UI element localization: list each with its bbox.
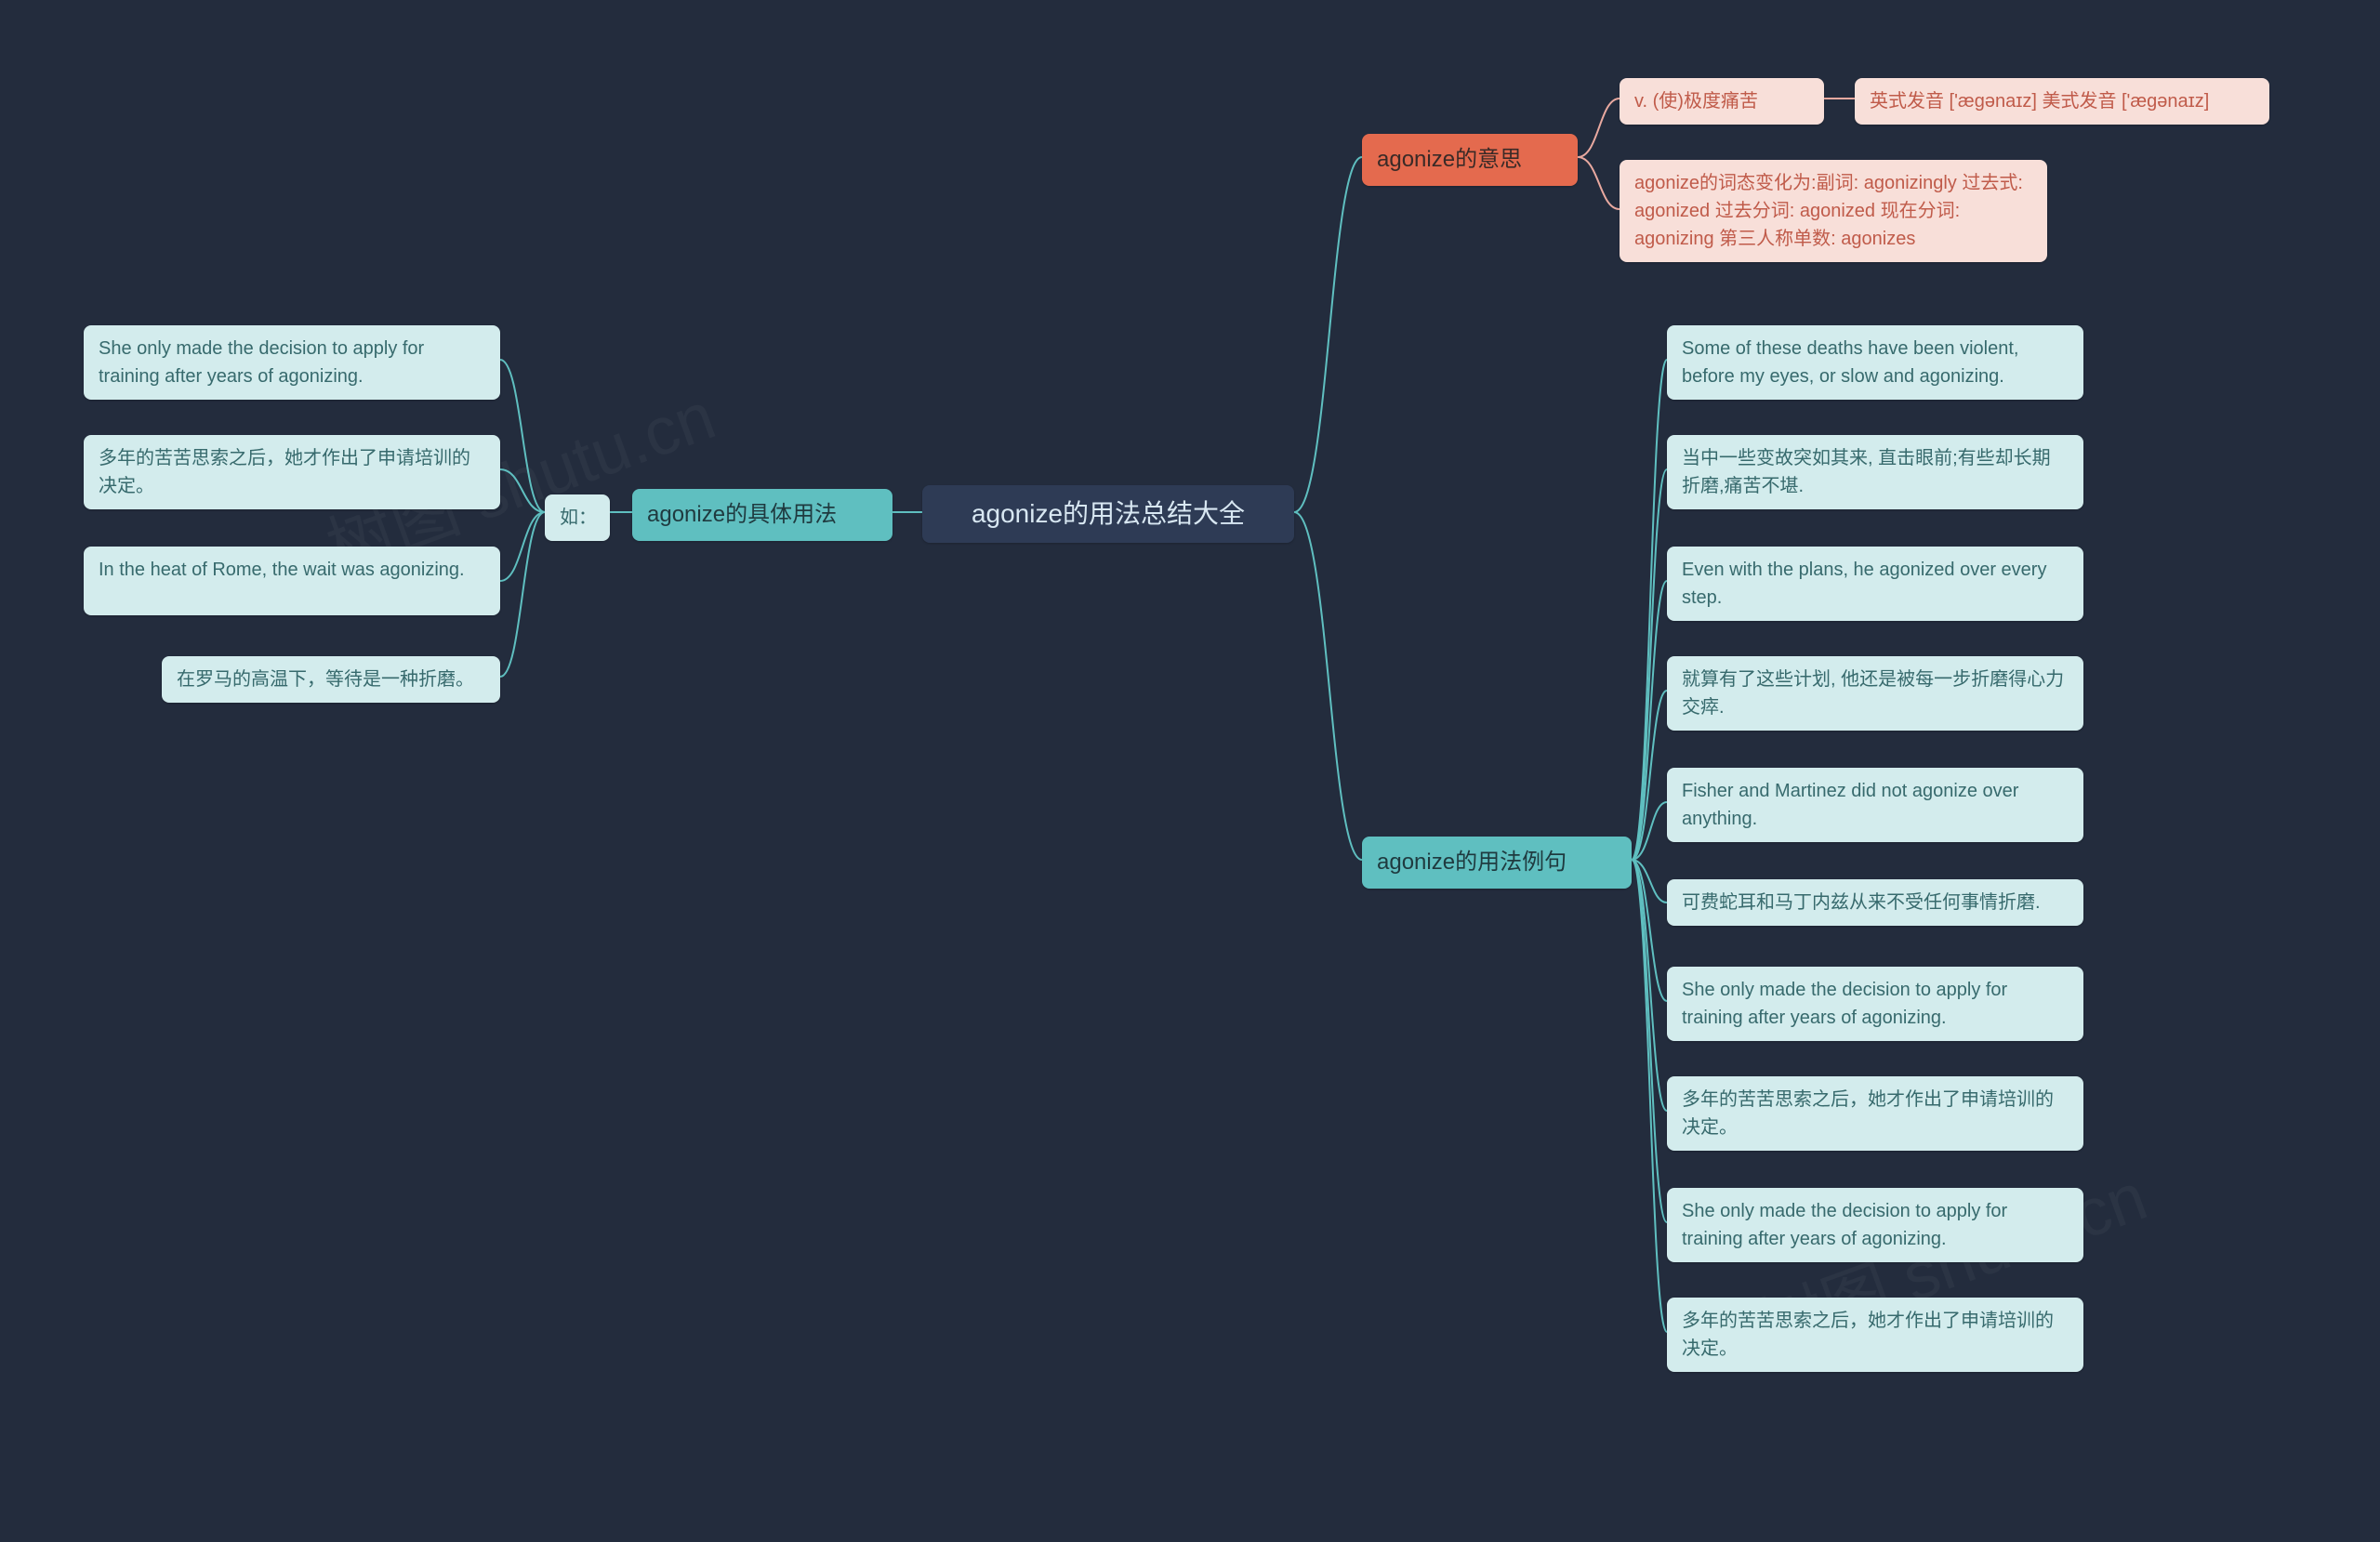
branch-usage[interactable]: agonize的具体用法: [632, 489, 892, 541]
usage-item-node[interactable]: She only made the decision to apply for …: [84, 325, 500, 400]
example-node[interactable]: 多年的苦苦思索之后，她才作出了申请培训的决定。: [1667, 1298, 2083, 1372]
branch-examples[interactable]: agonize的用法例句: [1362, 837, 1632, 889]
example-node[interactable]: Fisher and Martinez did not agonize over…: [1667, 768, 2083, 842]
branch-meaning[interactable]: agonize的意思: [1362, 134, 1578, 186]
usage-item-node[interactable]: 多年的苦苦思索之后，她才作出了申请培训的决定。: [84, 435, 500, 509]
leaf-definition[interactable]: v. (使)极度痛苦: [1620, 78, 1824, 125]
example-node[interactable]: Even with the plans, he agonized over ev…: [1667, 547, 2083, 621]
usage-item-node[interactable]: In the heat of Rome, the wait was agoniz…: [84, 547, 500, 615]
usage-item-node[interactable]: 在罗马的高温下，等待是一种折磨。: [162, 656, 500, 703]
usage-sub-node[interactable]: 如：: [545, 494, 610, 541]
example-node[interactable]: 多年的苦苦思索之后，她才作出了申请培训的决定。: [1667, 1076, 2083, 1151]
example-node[interactable]: She only made the decision to apply for …: [1667, 967, 2083, 1041]
leaf-pronunciation[interactable]: 英式发音 ['ægənaɪz] 美式发音 ['ægənaɪz]: [1855, 78, 2269, 125]
example-node[interactable]: 可费蛇耳和马丁内兹从来不受任何事情折磨.: [1667, 879, 2083, 926]
root-node[interactable]: agonize的用法总结大全: [922, 485, 1294, 543]
example-node[interactable]: 当中一些变故突如其来, 直击眼前;有些却长期折磨,痛苦不堪.: [1667, 435, 2083, 509]
mindmap-canvas: 树图 shutu.cn 树图 shutu.cn agonize的: [0, 0, 2380, 1542]
example-node[interactable]: 就算有了这些计划, 他还是被每一步折磨得心力交瘁.: [1667, 656, 2083, 731]
example-node[interactable]: She only made the decision to apply for …: [1667, 1188, 2083, 1262]
leaf-wordforms[interactable]: agonize的词态变化为:副词: agonizingly 过去式: agoni…: [1620, 160, 2047, 262]
example-node[interactable]: Some of these deaths have been violent, …: [1667, 325, 2083, 400]
